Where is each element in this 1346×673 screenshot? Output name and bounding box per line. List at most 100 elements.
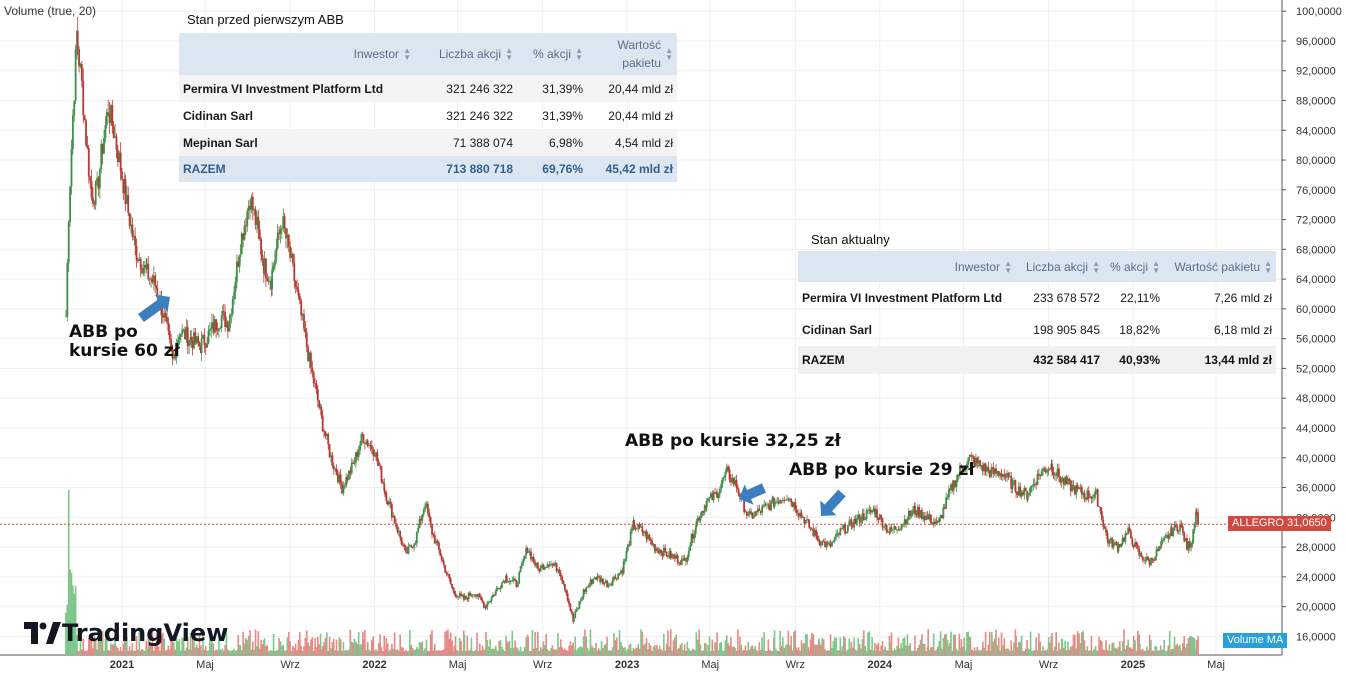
volume-bar: [119, 647, 122, 655]
candle-body: [665, 551, 668, 557]
volume-bar: [78, 650, 80, 655]
candle-body: [832, 540, 835, 542]
volume-bar: [761, 648, 764, 655]
candle-body: [1036, 473, 1039, 485]
y-tick-label: 100,0000: [1296, 6, 1342, 18]
total-row: RAZEM 432 584 417 40,93% 13,44 mld zł: [798, 346, 1276, 374]
volume-bar: [200, 645, 202, 655]
col-percent[interactable]: % akcji ▲ ▼: [1104, 251, 1164, 282]
sort-icon[interactable]: ▲ ▼: [1152, 258, 1160, 275]
candle-body: [256, 216, 258, 225]
col-value[interactable]: Wartość pakietu ▲ ▼: [587, 33, 677, 75]
volume-bar: [1121, 641, 1124, 655]
sort-icon[interactable]: ▲ ▼: [665, 46, 673, 62]
volume-bar: [853, 637, 855, 655]
volume-bar: [1184, 647, 1187, 655]
candle-body: [139, 258, 142, 270]
candle-body: [182, 329, 185, 331]
candle-body: [354, 452, 357, 463]
col-investor[interactable]: Inwestor ▲ ▼: [179, 33, 415, 75]
volume-bar: [127, 650, 130, 655]
col-investor[interactable]: Inwestor ▲ ▼: [798, 251, 1016, 282]
candle-body: [967, 457, 970, 465]
sort-icon[interactable]: ▲ ▼: [403, 46, 411, 62]
volume-bar: [348, 649, 350, 655]
candle-body: [948, 489, 950, 498]
candle-body: [1014, 480, 1017, 492]
sort-icon[interactable]: ▲ ▼: [1004, 258, 1012, 275]
volume-bar: [955, 649, 958, 655]
col-shares[interactable]: Liczba akcji ▲ ▼: [415, 33, 517, 75]
volume-bar: [541, 648, 543, 655]
candle-body: [356, 452, 359, 457]
volume-bar: [1033, 650, 1036, 655]
candle-body: [561, 576, 564, 582]
col-value[interactable]: Wartość pakietu ▲ ▼: [1164, 251, 1276, 282]
candle-body: [714, 492, 716, 494]
volume-bar: [142, 650, 145, 655]
sort-icon[interactable]: ▲ ▼: [1092, 258, 1100, 275]
volume-bar: [621, 646, 624, 655]
volume-bar: [912, 650, 914, 655]
candle-body: [527, 551, 530, 553]
candle-body: [208, 329, 211, 332]
volume-bar: [613, 632, 615, 655]
candle-body: [334, 468, 337, 470]
volume-bar: [656, 644, 658, 655]
volume-bar: [153, 650, 155, 655]
volume-bar: [661, 650, 664, 655]
candle-body: [912, 509, 914, 514]
volume-bar: [300, 645, 303, 655]
volume-bar: [432, 650, 435, 655]
volume-bar: [1173, 636, 1176, 655]
volume-indicator-label[interactable]: Volume (true, 20): [4, 4, 97, 18]
candle-body: [359, 445, 361, 451]
candle-body: [1062, 478, 1065, 485]
candle-body: [1006, 473, 1008, 478]
volume-bar: [461, 650, 464, 655]
volume-bar: [898, 648, 901, 655]
volume-bar: [916, 648, 919, 655]
volume-bar: [764, 650, 767, 655]
candle-body: [1181, 526, 1184, 533]
candle-body: [485, 606, 487, 608]
candle-body: [1167, 535, 1170, 539]
tradingview-logo-icon: [24, 622, 62, 650]
col-percent[interactable]: % akcji ▲ ▼: [517, 33, 587, 75]
volume-bar: [779, 630, 781, 655]
volume-bar: [1039, 641, 1042, 655]
candle-body: [736, 487, 739, 489]
volume-bar: [1042, 646, 1044, 655]
candle-body: [939, 515, 942, 518]
volume-bar: [1125, 645, 1128, 655]
volume-bar: [723, 650, 725, 655]
volume-bar: [992, 641, 995, 655]
volume-bar: [1180, 650, 1183, 655]
candle-body: [1089, 496, 1091, 499]
candle-body: [815, 529, 817, 536]
volume-bar: [234, 650, 237, 655]
volume-bar: [687, 648, 690, 655]
candle-body: [603, 582, 606, 585]
volume-bar: [640, 629, 642, 655]
sort-icon[interactable]: ▲ ▼: [1264, 258, 1272, 275]
candle-body: [1093, 494, 1096, 497]
candle-body: [1087, 490, 1090, 499]
candle-body: [862, 513, 865, 520]
candle-body: [1029, 486, 1032, 494]
candle-body: [131, 224, 134, 237]
candle-body: [518, 572, 521, 584]
sort-icon[interactable]: ▲ ▼: [505, 46, 513, 62]
candle-body: [156, 287, 159, 297]
candle-body: [835, 533, 838, 538]
volume-bar: [1059, 649, 1062, 655]
volume-bar: [392, 648, 395, 655]
volume-bar: [195, 644, 198, 655]
candle-body: [958, 474, 961, 476]
candle-body: [383, 483, 386, 491]
col-shares[interactable]: Liczba akcji ▲ ▼: [1016, 251, 1104, 282]
volume-bar: [558, 647, 561, 655]
volume-bar: [218, 635, 220, 655]
sort-icon[interactable]: ▲ ▼: [575, 46, 583, 62]
